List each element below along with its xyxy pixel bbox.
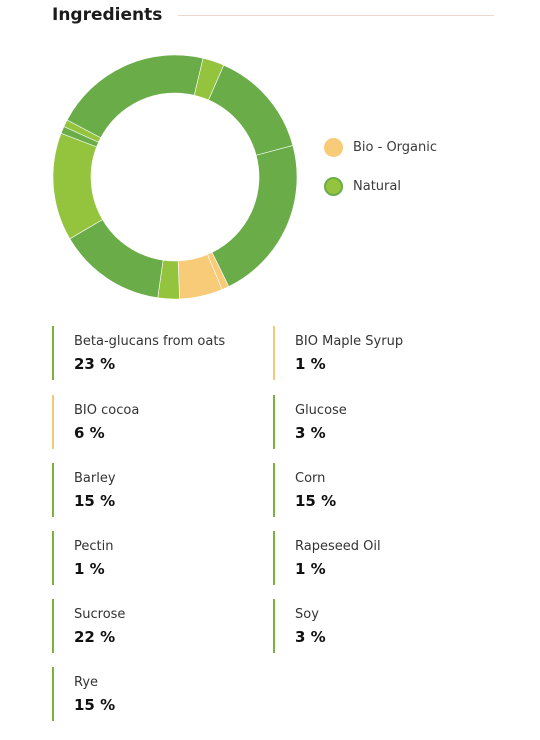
organic-dot-icon <box>324 137 343 157</box>
ingredient-name: BIO cocoa <box>74 403 140 418</box>
ingredient-name: Pectin <box>74 539 114 554</box>
section-header: Ingredients <box>52 4 494 26</box>
ingredient-item: BIO cocoa 6 % <box>52 395 262 449</box>
ingredient-name: Rye <box>74 675 99 690</box>
ingredient-item: BIO Maple Syrup 1 % <box>273 326 483 380</box>
legend-item-natural: Natural <box>324 176 437 196</box>
ingredient-percent: 15 % <box>295 492 337 510</box>
ingredient-name: Corn <box>295 471 326 486</box>
ingredient-item: Rapeseed Oil 1 % <box>273 531 483 585</box>
ingredient-name: Sucrose <box>74 607 126 622</box>
ingredient-item: Soy 3 % <box>273 599 483 653</box>
ingredient-name: Beta-glucans from oats <box>74 334 226 349</box>
donut-slice-sucrose[interactable] <box>66 54 204 139</box>
ingredient-item: Pectin 1 % <box>52 531 262 585</box>
ingredient-name: Glucose <box>295 403 347 418</box>
ingredient-item: Glucose 3 % <box>273 395 483 449</box>
header-divider <box>178 15 494 16</box>
ingredient-percent: 6 % <box>74 424 105 442</box>
ingredient-percent: 15 % <box>74 696 116 714</box>
ingredient-item: Rye 15 % <box>52 667 262 721</box>
ingredient-percent: 1 % <box>295 560 326 578</box>
ingredient-item: Beta-glucans from oats 23 % <box>52 326 262 380</box>
ingredient-percent: 3 % <box>295 424 326 442</box>
donut-slice-rye[interactable] <box>208 64 294 156</box>
ingredient-percent: 23 % <box>74 355 116 373</box>
natural-dot-icon <box>324 176 343 196</box>
ingredients-donut-chart <box>52 54 298 300</box>
ingredient-item: Barley 15 % <box>52 463 262 517</box>
legend-item-organic: Bio - Organic <box>324 137 437 157</box>
ingredient-percent: 1 % <box>74 560 105 578</box>
legend-label: Natural <box>353 178 401 194</box>
section-title: Ingredients <box>52 4 177 26</box>
chart-legend: Bio - Organic Natural <box>324 137 437 215</box>
donut-slice-barley[interactable] <box>69 219 164 299</box>
ingredient-name: Soy <box>295 607 319 622</box>
ingredient-name: Barley <box>74 471 116 486</box>
ingredient-name: BIO Maple Syrup <box>295 334 404 349</box>
ingredient-percent: 22 % <box>74 628 116 646</box>
donut-slice-corn[interactable] <box>52 132 103 240</box>
ingredient-percent: 1 % <box>295 355 326 373</box>
ingredient-percent: 3 % <box>295 628 326 646</box>
ingredient-percent: 15 % <box>74 492 116 510</box>
ingredient-item: Sucrose 22 % <box>52 599 262 653</box>
ingredient-name: Rapeseed Oil <box>295 539 381 554</box>
ingredient-item: Corn 15 % <box>273 463 483 517</box>
donut-slice-beta-glucans-from-oats[interactable] <box>211 145 298 287</box>
legend-label: Bio - Organic <box>353 139 438 155</box>
